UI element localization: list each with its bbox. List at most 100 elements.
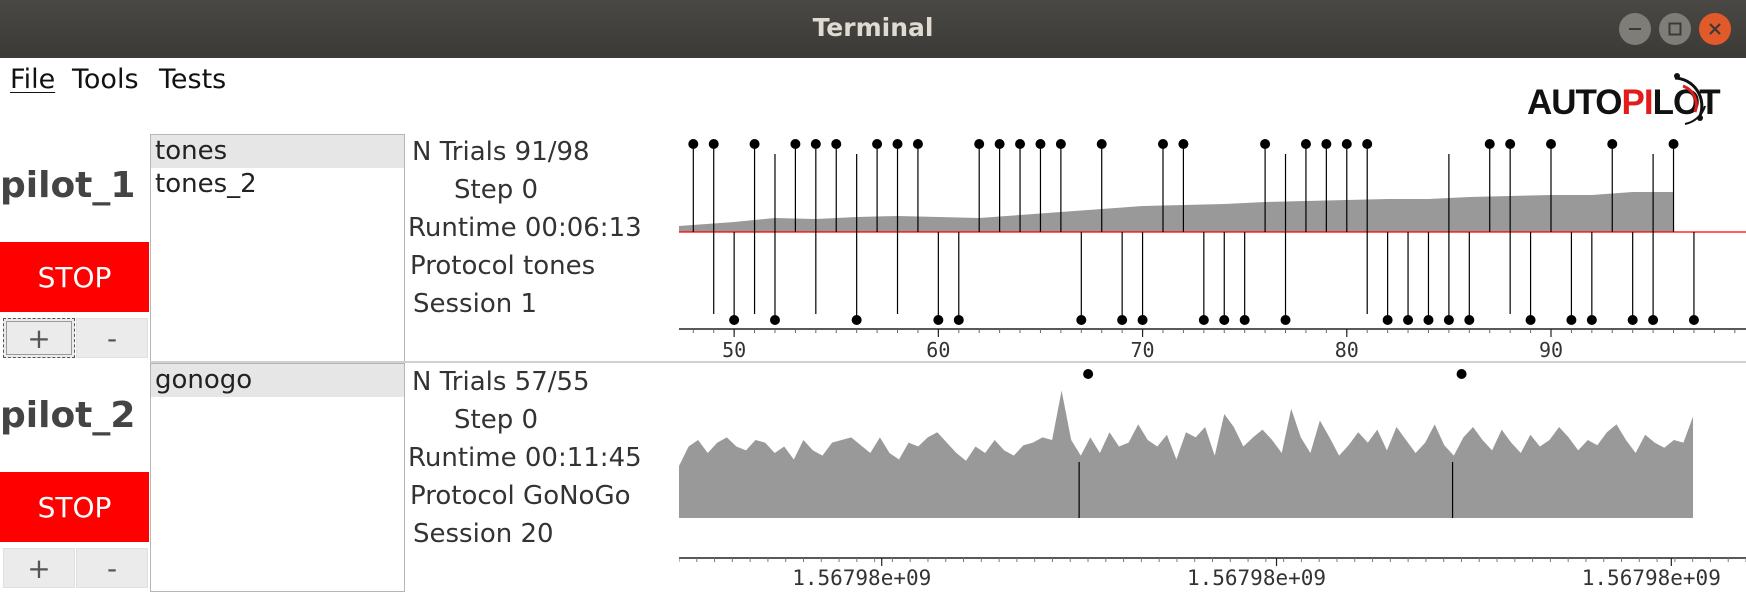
trial-point — [1321, 139, 1332, 149]
trial-point — [1525, 315, 1536, 325]
step-value: 0 — [521, 405, 539, 435]
protocol-row: Protocol GoNoGo — [410, 481, 631, 511]
protocol-label: Protocol — [410, 251, 515, 281]
trial-point — [790, 139, 801, 149]
trial-point — [1382, 315, 1393, 325]
trial-point — [1239, 315, 1250, 325]
x-tick-label: 60 — [926, 338, 950, 362]
session-label: Session — [413, 519, 513, 549]
trial-point — [1076, 315, 1087, 325]
protocol-label: Protocol — [410, 481, 515, 511]
trial-point — [1178, 139, 1189, 149]
trial-point — [1627, 315, 1638, 325]
x-tick-label: 1.56798e+09 — [1582, 566, 1721, 590]
x-tick-label: 70 — [1131, 338, 1155, 362]
trial-point — [1545, 139, 1556, 149]
trial-plot: 50 60 70 80 90 — [679, 139, 1746, 362]
task-list[interactable]: tones tones_2 — [150, 134, 405, 362]
timeseries-plot: 1.56798e+09 1.56798e+09 1.56798e+09 — [679, 369, 1746, 590]
minimize-button[interactable] — [1619, 13, 1651, 45]
trial-point — [1341, 139, 1352, 149]
minimize-icon — [1629, 28, 1641, 30]
trial-point — [892, 139, 903, 149]
close-button[interactable] — [1699, 13, 1731, 45]
ntrials-value: 57/55 — [514, 367, 590, 397]
pilot-name: pilot_1 — [0, 165, 136, 206]
x-tick-label: 1.56798e+09 — [1187, 566, 1326, 590]
trial-point — [708, 139, 719, 149]
trial-point — [1586, 315, 1597, 325]
logo-text-a: AUTO — [1527, 83, 1622, 122]
runtime-label: Runtime — [408, 443, 517, 473]
trial-point — [933, 315, 944, 325]
add-button[interactable]: + — [3, 548, 75, 588]
stop-button[interactable]: STOP — [0, 242, 149, 312]
task-item[interactable]: gonogo — [151, 364, 404, 397]
autopilot-logo: AUTOPILOT — [1525, 66, 1745, 136]
event-point — [1456, 369, 1467, 379]
trial-point — [1219, 315, 1230, 325]
trial-point — [912, 139, 923, 149]
runtime-value: 00:11:45 — [524, 443, 642, 473]
trial-point — [688, 139, 699, 149]
trial-point — [769, 315, 780, 325]
maximize-icon — [1668, 22, 1682, 36]
trial-point — [1566, 315, 1577, 325]
runtime-value: 00:06:13 — [524, 213, 642, 243]
rolling-accuracy-area — [679, 192, 1674, 232]
ntrials-label: N Trials — [412, 137, 507, 167]
trial-point — [1648, 315, 1659, 325]
ntrials-value: 91/98 — [514, 137, 590, 167]
remove-button[interactable]: - — [76, 318, 148, 358]
trial-point — [1423, 315, 1434, 325]
trial-point — [1015, 139, 1026, 149]
runtime-label: Runtime — [408, 213, 517, 243]
session-row: Session 1 — [413, 289, 537, 319]
trial-point — [1280, 315, 1291, 325]
ntrials-row: N Trials 91/98 — [412, 137, 590, 167]
trial-point — [1505, 139, 1516, 149]
ntrials-row: N Trials 57/55 — [412, 367, 590, 397]
session-value: 20 — [520, 519, 554, 549]
trial-point — [831, 139, 842, 149]
trial-point — [1464, 315, 1475, 325]
trial-point — [729, 315, 740, 325]
trial-point — [1117, 315, 1128, 325]
trial-point — [1035, 139, 1046, 149]
svg-text:AUTOPILOT: AUTOPILOT — [1527, 83, 1720, 122]
step-value: 0 — [521, 175, 539, 205]
task-list[interactable]: gonogo — [150, 363, 405, 592]
menu-file-label: File — [10, 64, 56, 95]
trial-point — [1096, 139, 1107, 149]
window-titlebar: Terminal — [0, 0, 1746, 58]
x-tick-label: 1.56798e+09 — [792, 566, 931, 590]
session-label: Session — [413, 289, 513, 319]
protocol-value: GoNoGo — [523, 481, 631, 511]
trial-point — [749, 139, 760, 149]
trial-point — [1443, 315, 1454, 325]
menu-tests[interactable]: Tests — [159, 64, 226, 95]
trial-point — [1607, 139, 1618, 149]
trial-point — [974, 139, 985, 149]
remove-button[interactable]: - — [76, 548, 148, 588]
menu-tools[interactable]: Tools — [72, 64, 139, 95]
x-tick-label: 50 — [722, 338, 746, 362]
x-tick-label: 90 — [1539, 338, 1563, 362]
add-button[interactable]: + — [3, 318, 75, 358]
trial-point — [1300, 139, 1311, 149]
menu-file[interactable]: File — [10, 64, 55, 95]
menubar — [0, 58, 1746, 108]
trial-point — [1403, 315, 1414, 325]
window-title: Terminal — [812, 13, 934, 42]
close-icon — [1709, 23, 1721, 35]
protocol-row: Protocol tones — [410, 251, 595, 281]
task-item[interactable]: tones — [151, 135, 404, 168]
session-value: 1 — [520, 289, 538, 319]
task-item[interactable]: tones_2 — [155, 169, 257, 199]
trial-point — [872, 139, 883, 149]
protocol-value: tones — [523, 251, 596, 281]
maximize-button[interactable] — [1659, 13, 1691, 45]
trial-point — [1055, 139, 1066, 149]
stop-button[interactable]: STOP — [0, 472, 149, 542]
session-row: Session 20 — [413, 519, 554, 549]
